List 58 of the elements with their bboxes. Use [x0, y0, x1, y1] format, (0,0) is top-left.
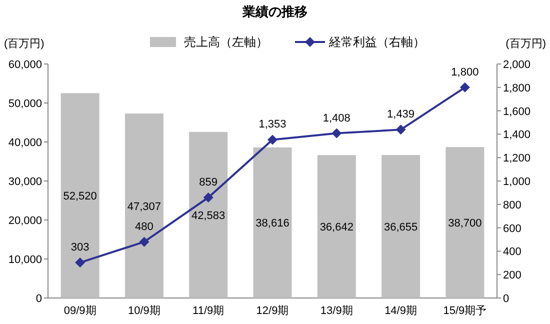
x-tick-label: 14/9期: [384, 305, 417, 317]
point: [268, 134, 278, 145]
legend-label: 経常利益（右軸）: [328, 35, 425, 49]
bar: [317, 155, 356, 298]
y-tick-label: 10,000: [8, 254, 42, 266]
legend-label: 売上高（左軸）: [184, 35, 268, 49]
y2-tick-label: 1,200: [503, 152, 531, 165]
bar: [124, 114, 164, 298]
data-label: 38,616: [256, 218, 290, 230]
data-label: 1,353: [258, 118, 286, 131]
y-tick-label: 50,000: [8, 98, 42, 110]
point: [139, 236, 150, 247]
x-tick-label: 15/9期予: [443, 305, 487, 317]
x-tick-label: 09/9期: [64, 305, 96, 317]
x-tick-label: 12/9期: [256, 305, 289, 317]
data-label: 52,520: [63, 190, 97, 203]
data-label: 303: [70, 242, 90, 254]
data-label: 38,700: [448, 218, 482, 230]
y2-tick-label: 600: [503, 222, 522, 235]
y2-tick-label: 1,800: [503, 82, 531, 94]
y-tick-label: 30,000: [8, 176, 42, 188]
point: [75, 258, 86, 268]
data-label: 36,642: [320, 222, 354, 234]
bar: [382, 155, 420, 298]
data-label: 1,800: [451, 66, 479, 78]
y-axis-title: (百万円): [4, 38, 44, 50]
y2-tick-label: 800: [503, 199, 522, 212]
point: [396, 124, 406, 135]
point: [332, 128, 342, 138]
chart-title: 業績の推移: [242, 4, 308, 19]
y2-axis-title: (百万円): [506, 38, 546, 50]
x-tick-label: 13/9期: [320, 305, 353, 317]
y2-tick-label: 1,400: [503, 129, 531, 142]
bar: [446, 147, 484, 298]
bar: [60, 93, 100, 298]
data-label: 1,408: [322, 112, 350, 124]
bar: [253, 147, 292, 298]
data-label: 42,583: [192, 210, 226, 222]
data-label: 47,307: [127, 200, 162, 213]
bar: [189, 132, 228, 298]
y2-tick-label: 1,000: [503, 176, 531, 188]
data-label: 480: [135, 220, 154, 233]
y-tick-label: 0: [36, 293, 42, 305]
y2-tick-label: 400: [503, 246, 522, 258]
data-label: 36,655: [384, 222, 418, 234]
y-tick-label: 60,000: [8, 59, 42, 71]
y2-tick-label: 200: [503, 270, 522, 282]
y2-tick-label: 1,600: [503, 106, 531, 118]
point: [203, 192, 214, 202]
y-tick-label: 20,000: [8, 215, 42, 227]
data-label: 859: [199, 176, 218, 188]
x-tick-label: 10/9期: [128, 305, 160, 317]
x-tick-label: 11/9期: [192, 305, 224, 317]
y-tick-label: 40,000: [8, 137, 42, 149]
point: [460, 82, 470, 92]
y2-tick-label: 0: [503, 293, 510, 305]
data-label: 1,439: [387, 108, 415, 121]
y2-tick-label: 2,000: [503, 59, 531, 71]
